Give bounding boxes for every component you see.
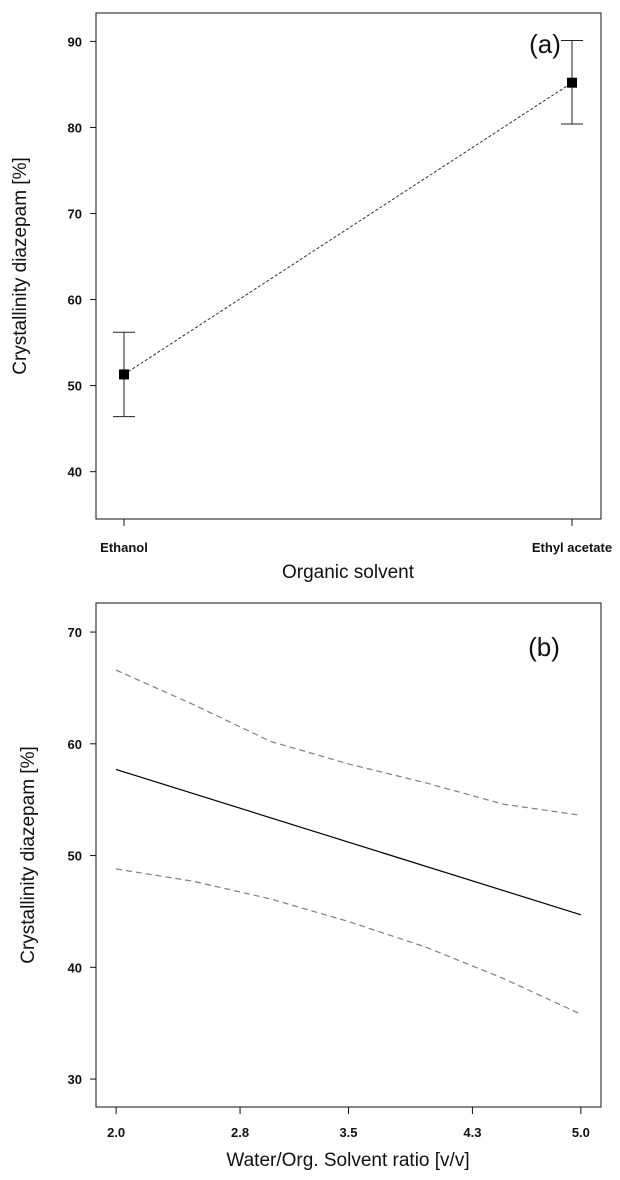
- y-tick-label-a: 80: [68, 120, 82, 135]
- y-tick-label-b: 60: [68, 737, 82, 752]
- panel-label-a: (a): [529, 29, 561, 59]
- fit-line-b: [115, 768, 582, 916]
- x-tick-label-b: 4.3: [463, 1125, 481, 1140]
- x-tick-label-b: 2.0: [107, 1125, 125, 1140]
- lower-bound-line-b: [116, 868, 582, 1015]
- x-axis-a: Ethanol Ethyl acetate: [100, 519, 612, 555]
- data-point-a: [567, 77, 577, 88]
- y-tick-label-b: 30: [68, 1072, 82, 1087]
- y-tick-label-a: 70: [68, 207, 82, 222]
- x-axis-b: 2.0 2.8 3.5 4.3 5.0: [107, 1107, 590, 1140]
- x-axis-title-a: Organic solvent: [282, 562, 415, 583]
- plot-frame-b: [95, 602, 602, 1108]
- x-tick-label-a: Ethyl acetate: [532, 540, 612, 555]
- data-point-a: [119, 369, 129, 380]
- x-tick-label-b: 2.8: [231, 1125, 249, 1140]
- panel-b: 30 40 50 60 70 2.0 2.8 3.5 4.3 5.0 (b) Water/Org…: [18, 602, 602, 1171]
- x-axis-title-b: Water/Org. Solvent ratio [v/v]: [226, 1150, 469, 1171]
- y-tick-label-a: 90: [68, 34, 82, 49]
- y-axis-title-b: Crystallinity diazepam [%]: [18, 746, 39, 964]
- y-tick-label-a: 50: [68, 379, 82, 394]
- y-axis-a: 40 50 60 70 80 90: [68, 34, 96, 480]
- upper-bound-line-b: [115, 669, 581, 816]
- panel-a: 40 50 60 70 80 90 Ethanol Ethyl acetate (a) Or…: [10, 12, 612, 583]
- series-line-a: [123, 82, 573, 375]
- x-tick-label-b: 5.0: [572, 1125, 590, 1140]
- data-marks-b: [115, 669, 582, 1015]
- x-tick-label-a: Ethanol: [100, 540, 148, 555]
- y-tick-label-a: 60: [68, 293, 82, 308]
- panel-label-b: (b): [528, 632, 560, 662]
- y-tick-label-a: 40: [68, 465, 82, 480]
- y-tick-label-b: 70: [68, 625, 82, 640]
- data-marks-a: [113, 40, 583, 418]
- plot-frame-a: [95, 12, 602, 520]
- y-axis-b: 30 40 50 60 70: [68, 625, 96, 1087]
- y-axis-title-a: Crystallinity diazepam [%]: [10, 157, 31, 375]
- y-tick-label-b: 40: [68, 960, 82, 975]
- x-tick-label-b: 3.5: [339, 1125, 357, 1140]
- y-tick-label-b: 50: [68, 849, 82, 864]
